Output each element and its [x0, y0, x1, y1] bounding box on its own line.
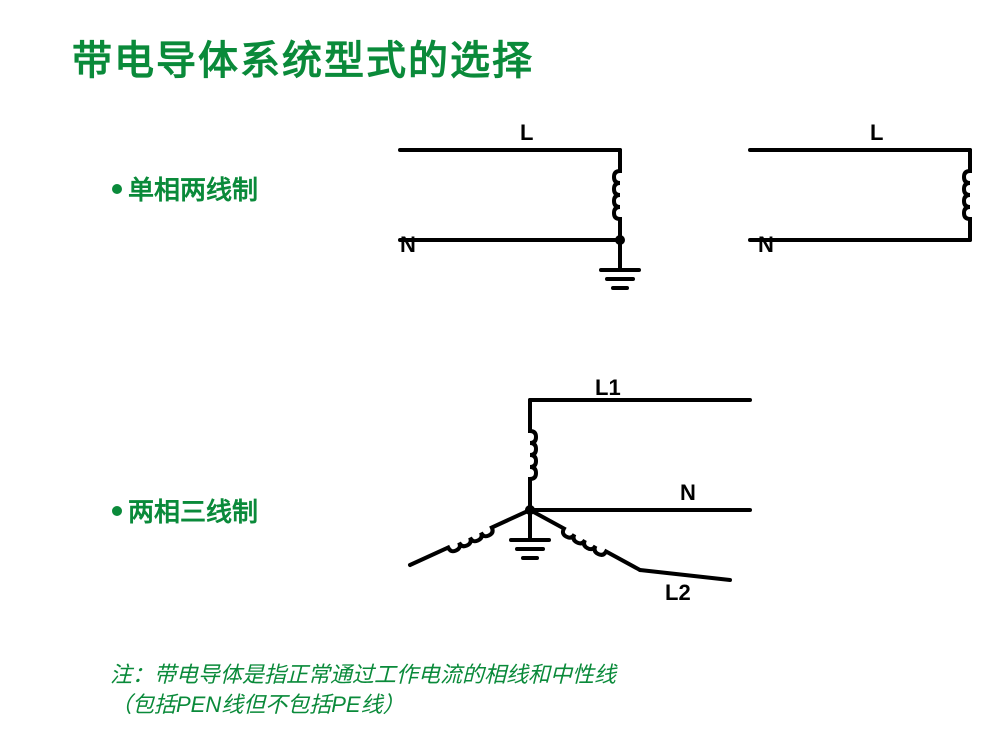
- circuit-diagrams: [0, 0, 994, 738]
